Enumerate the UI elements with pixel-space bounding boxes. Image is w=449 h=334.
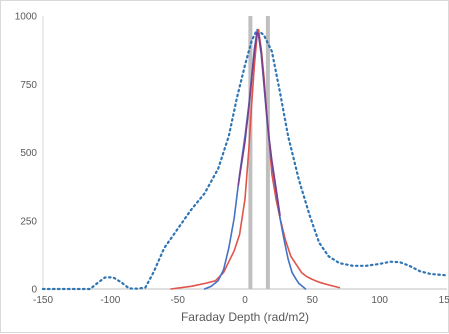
series-line-4 bbox=[237, 31, 281, 217]
vertical-marker-2 bbox=[265, 16, 270, 289]
x-tick-label: -100 bbox=[100, 295, 120, 306]
vertical-markers bbox=[248, 16, 270, 289]
y-tick-label: 1000 bbox=[15, 12, 38, 23]
y-tick-label: 250 bbox=[20, 216, 37, 227]
series-line-2 bbox=[170, 28, 341, 290]
series-lines bbox=[41, 28, 449, 291]
vertical-marker-1 bbox=[248, 16, 253, 289]
x-tick-label: 150 bbox=[439, 295, 449, 306]
x-tick-label: -50 bbox=[170, 295, 185, 306]
y-tick-label: 0 bbox=[31, 285, 37, 296]
y-tick-label: 750 bbox=[20, 80, 37, 91]
axes bbox=[42, 16, 447, 290]
series-line-1 bbox=[41, 28, 449, 291]
x-tick-label: 50 bbox=[307, 295, 319, 306]
series-line-3 bbox=[203, 30, 307, 290]
y-tick-label: 500 bbox=[20, 148, 37, 159]
x-tick-label: -150 bbox=[33, 295, 53, 306]
tick-labels: -150 -100 -50 0 50 100 150 0 250 500 750 1000 bbox=[15, 12, 449, 307]
x-axis-title: Faraday Depth (rad/m2) bbox=[181, 310, 309, 324]
x-tick-label: 0 bbox=[242, 295, 248, 306]
x-tick-label: 100 bbox=[371, 295, 388, 306]
